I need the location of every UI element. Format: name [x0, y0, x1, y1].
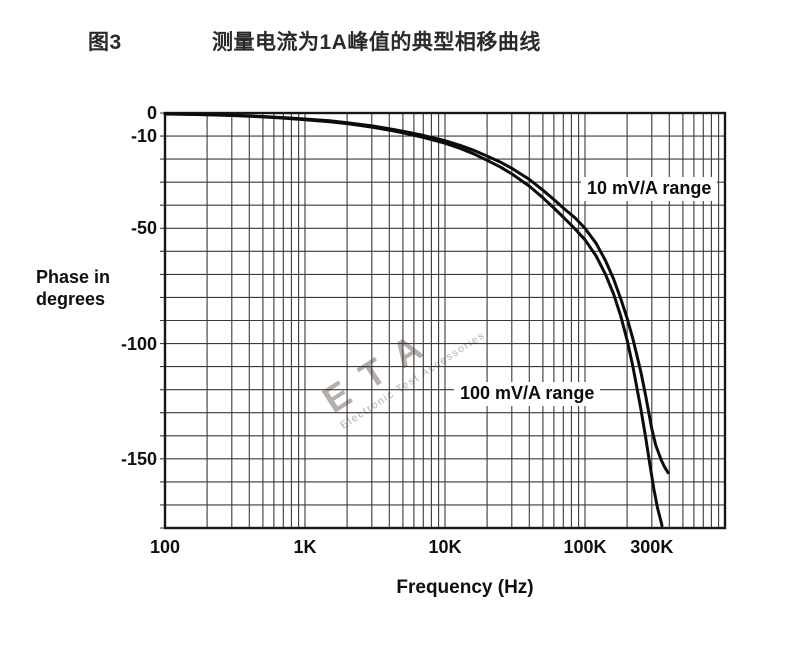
figure-label: 图3: [88, 31, 122, 54]
plot-border: [163, 111, 727, 530]
grid-lines: [160, 112, 726, 529]
x-axis-label: Frequency (Hz): [396, 577, 534, 598]
series-label-10mv-range: 10 mV/A range: [581, 177, 718, 201]
series-label-100mv-range: 100 mV/A range: [454, 382, 601, 406]
figure-title: 测量电流为1A峰值的典型相移曲线: [212, 31, 541, 54]
y-axis-label: Phase in degrees: [36, 267, 111, 309]
curve-10-mv-a-range: [163, 112, 670, 475]
curve-100-mv-a-range: [163, 112, 664, 528]
